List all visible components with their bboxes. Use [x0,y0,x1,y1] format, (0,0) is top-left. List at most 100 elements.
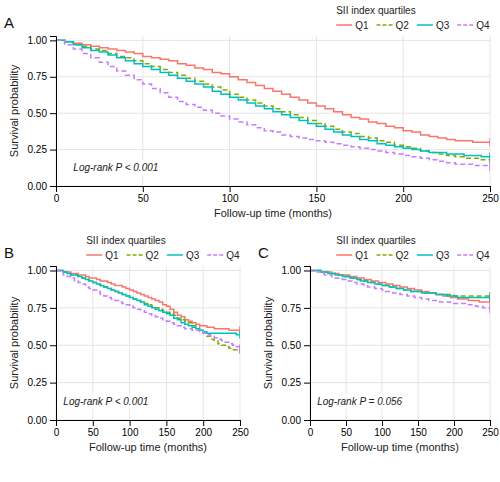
x-tick: 100 [222,186,239,204]
y-tick: 0.00 [28,181,56,192]
legend-swatch [457,24,473,26]
y-tick-mark [304,270,310,271]
x-tick-mark [454,420,455,426]
x-tick-label: 150 [159,427,176,438]
y-axis: 0.000.250.500.751.00 [28,265,57,426]
x-tick: 100 [374,420,391,438]
legend-swatch [207,254,223,256]
y-axis: 0.000.250.500.751.00 [282,265,311,426]
x-tick-mark [418,420,419,426]
km-curve [56,270,240,349]
x-tick-mark [490,420,491,426]
x-tick-mark [166,420,167,426]
annotation-text: Log-rank P = 0.056 [317,396,402,407]
y-axis-title: Survival probability [8,296,20,389]
x-tick-label: 50 [341,427,353,438]
y-tick: 0.50 [282,340,310,351]
y-tick-mark [50,113,56,114]
x-tick-mark [230,186,231,192]
y-tick: 0.25 [282,377,310,388]
legend-swatch [377,24,393,26]
censor-mark [489,163,490,171]
y-tick-label: 1.00 [282,265,302,276]
y-tick-label: 0.25 [28,144,48,155]
y-tick: 0.75 [28,71,56,82]
legend-item: Q3 [417,20,450,31]
y-tick-mark [304,308,310,309]
grid-line-y [56,382,240,383]
censor-mark [489,305,490,313]
x-axis-title: Follow-up time (months) [341,441,459,453]
grid-line-y [310,270,490,271]
x-tick: 250 [482,186,499,204]
legend-swatch [167,254,183,256]
x-tick-mark [240,420,241,426]
x-tick-label: 50 [88,427,100,438]
plot-area [310,270,490,313]
km-curve [56,40,490,159]
plot-area [56,270,240,353]
legend-item: Q4 [457,20,490,31]
annotation-text: Log-rank P < 0.001 [63,396,148,407]
y-tick-label: 0.50 [282,340,302,351]
grid-line-y [310,345,490,346]
annotation: Log-rank P = 0.056 [314,394,405,409]
censor-mark [239,331,240,339]
legend-swatch [127,254,143,256]
grid-line-y [310,307,490,308]
grid [56,266,240,420]
legend-swatch [457,254,473,256]
y-tick-label: 0.00 [28,181,48,192]
grid-line-y [56,40,490,41]
x-axis-title: Follow-up time (months) [89,441,207,453]
x-tick: 150 [410,420,427,438]
legend-swatch [336,254,352,256]
legend-label: Q2 [396,250,410,261]
x-tick-label: 200 [195,427,212,438]
y-tick-label: 0.75 [28,71,48,82]
grid-line-y [56,149,490,150]
km-curve [56,270,240,334]
legend-swatch [417,254,433,256]
legend-label: Q3 [436,250,450,261]
legend-swatch [336,24,352,26]
x-tick-label: 250 [482,427,499,438]
x-tick-label: 100 [374,427,391,438]
x-tick-label: 100 [222,193,239,204]
y-tick-label: 0.50 [28,108,48,119]
legend: SII index quartilesQ1Q2Q3Q4 [336,235,490,261]
grid-line-x [316,36,317,186]
x-tick: 250 [232,420,249,438]
y-tick: 0.25 [28,144,56,155]
censor-mark [489,153,490,161]
grid-line-x [454,266,455,420]
legend-label: Q4 [476,250,490,261]
y-tick-mark [50,77,56,78]
legend-item: Q2 [377,250,410,261]
x-tick: 150 [159,420,176,438]
x-tick: 100 [122,420,139,438]
y-tick: 1.00 [28,265,56,276]
x-tick-mark [346,420,347,426]
panel: 0501001502002500.000.250.500.751.00Follo… [258,235,499,453]
annotation: Log-rank P < 0.001 [60,394,151,409]
legend-label: Q1 [355,20,369,31]
x-tick-mark [382,420,383,426]
legend-title: SII index quartiles [336,5,416,16]
legend-swatch [377,254,393,256]
plot-area [56,40,490,171]
legend-label: Q1 [355,250,369,261]
x-axis-title: Follow-up time (months) [214,207,332,219]
y-tick: 0.00 [28,415,56,426]
legend-item: Q2 [377,20,410,31]
legend-label: Q4 [476,20,490,31]
y-tick-label: 1.00 [28,35,48,46]
x-tick-label: 200 [395,193,412,204]
y-tick: 0.50 [28,340,56,351]
x-tick-mark [93,420,94,426]
grid-line-y [56,76,490,77]
y-axis-title: Survival probability [262,296,274,389]
x-tick-label: 50 [138,193,150,204]
panel: 0501001502002500.000.250.500.751.00Follo… [4,235,249,453]
legend-item: Q4 [457,250,490,261]
